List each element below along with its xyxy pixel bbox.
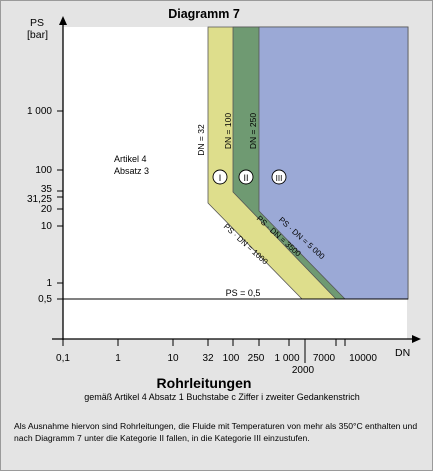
y-axis-label-ps: PS	[30, 17, 44, 29]
caption-subheading: gemäß Artikel 4 Absatz 1 Buchstabe c Zif…	[84, 392, 360, 402]
diagram-title: Diagramm 7	[168, 7, 240, 21]
category-1-label: I	[219, 173, 222, 183]
dn250-label: DN = 250	[248, 113, 258, 149]
y-tick-label: 1 000	[27, 106, 52, 117]
y-axis-arrow	[59, 16, 67, 25]
category-2-label: II	[243, 173, 248, 183]
x-tick-label: 10	[167, 353, 179, 364]
y-tick-label: 20	[41, 204, 53, 215]
y-tick-label: 100	[35, 165, 52, 176]
y-axis-label-unit: [bar]	[27, 29, 48, 41]
caption-heading: Rohrleitungen	[157, 375, 252, 391]
category-1-marker: I	[212, 169, 228, 185]
x-tick-label: 32	[202, 353, 214, 364]
x-tick-label: 0,1	[56, 353, 70, 364]
ps-05-label: PS = 0,5	[226, 288, 261, 298]
x-tick-label: 1 000	[274, 353, 299, 364]
article-label-line2: Absatz 3	[114, 166, 149, 176]
y-tick-label: 0,5	[38, 294, 52, 305]
x-tick-label: 1	[115, 353, 121, 364]
category-3-marker: III	[271, 169, 287, 185]
y-tick-label: 35	[41, 184, 53, 195]
x-axis-arrow	[412, 335, 421, 343]
x-tick-label: 10000	[349, 353, 377, 364]
y-tick-label: 1	[46, 278, 52, 289]
y-tick-label: 10	[41, 221, 53, 232]
dn32-label: DN = 32	[196, 124, 206, 156]
x-tick-label: 2000	[292, 365, 315, 376]
dn100-label: DN = 100	[223, 113, 233, 149]
category-2-marker: II	[238, 169, 254, 185]
category-3-label: III	[276, 174, 283, 183]
x-axis-label: DN	[395, 347, 410, 359]
x-tick-label: 7000	[313, 353, 336, 364]
x-tick-label: 100	[223, 353, 240, 364]
article-label-line1: Artikel 4	[114, 154, 147, 164]
footnote: Als Ausnahme hiervon sind Rohrleitungen,…	[14, 421, 418, 443]
x-tick-label: 250	[248, 353, 265, 364]
y-tick-label: 31,25	[27, 194, 52, 205]
